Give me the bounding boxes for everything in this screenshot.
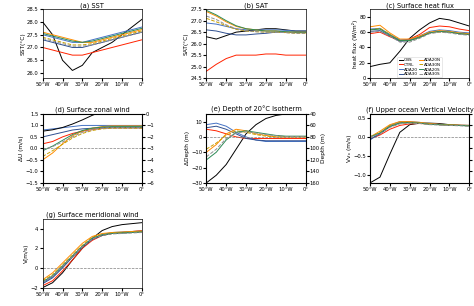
Y-axis label: ΔU (m/s): ΔU (m/s) [19,136,24,161]
Title: (f) Upper ocean Vertical Velocity: (f) Upper ocean Vertical Velocity [366,107,474,113]
Y-axis label: Vvₓ (m/s): Vvₓ (m/s) [347,135,352,162]
Title: (g) Surface meridional wind: (g) Surface meridional wind [46,212,138,218]
Title: (d) Surface zonal wind: (d) Surface zonal wind [55,107,130,113]
Y-axis label: V(m/s): V(m/s) [24,244,29,263]
Title: (b) SAT: (b) SAT [244,2,268,9]
Y-axis label: SAT(°C): SAT(°C) [184,32,189,55]
Title: (c) Surface heat flux: (c) Surface heat flux [386,2,454,9]
Title: (a) SST: (a) SST [80,2,104,9]
Y-axis label: Depth (m): Depth (m) [321,133,326,163]
Title: (e) Depth of 20°C Isotherm: (e) Depth of 20°C Isotherm [210,106,301,113]
Y-axis label: ΔDepth (m): ΔDepth (m) [185,131,190,166]
Y-axis label: heat flux (W/m²): heat flux (W/m²) [352,20,358,68]
Legend: OBS, CTRL, ADA20, ADA30, ADA20N, ADA30N, ADA20S, ADA30S: OBS, CTRL, ADA20, ADA30, ADA20N, ADA30N,… [397,57,442,77]
Y-axis label: SST(°C): SST(°C) [20,32,25,55]
